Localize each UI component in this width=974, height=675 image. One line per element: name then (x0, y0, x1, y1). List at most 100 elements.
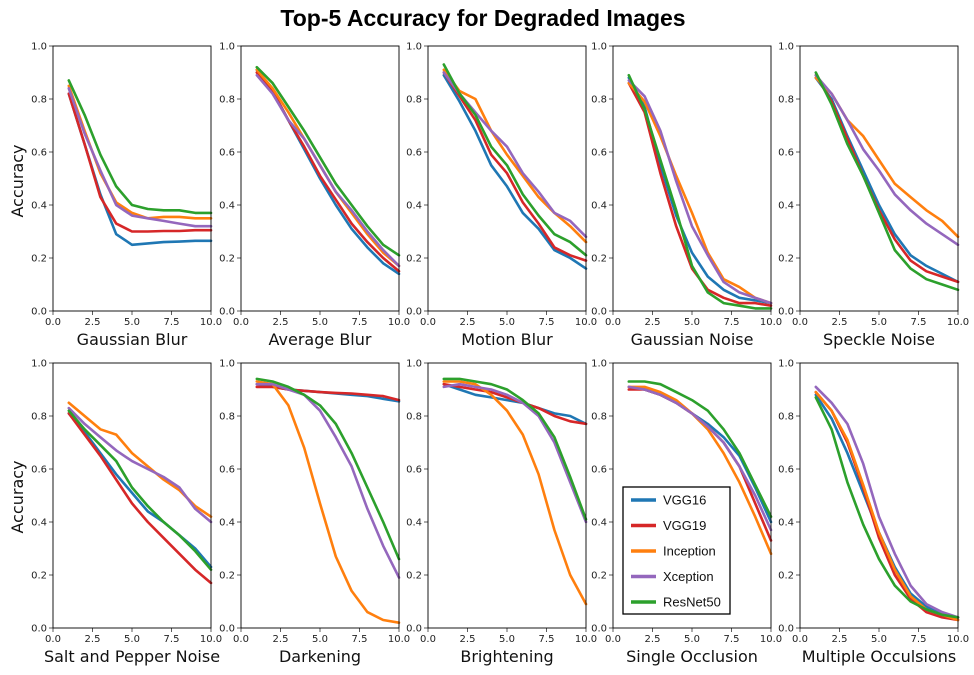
legend-label-xception: Xception (663, 569, 714, 584)
y-tick-label: 0.4 (31, 201, 47, 212)
series-line-xception (627, 385, 773, 532)
y-tick-label: 0.0 (778, 624, 794, 635)
subplot-frame (427, 362, 587, 629)
y-tick-label: 0.8 (406, 95, 422, 106)
x-axis-label: Multiple Occulsions (802, 647, 956, 666)
x-tick-label: 5.0 (684, 634, 700, 645)
x-tick-label: 2.5 (85, 634, 101, 645)
subplot-frame (612, 362, 772, 629)
subplot-10: 0.0 2.5 5.0 7.5 10.0 0.0 0.2 0.4 0.6 0.8 1.0 Multip… (778, 359, 969, 667)
x-tick-label: 2.5 (273, 317, 289, 328)
series-line-resnet50 (627, 73, 773, 310)
x-tick-label: 10.0 (947, 634, 969, 645)
y-tick-label: 0.8 (219, 412, 235, 423)
y-tick-label: 0.2 (219, 571, 235, 582)
y-tick-label: 1.0 (219, 359, 235, 370)
y-tick-label: 0.2 (31, 254, 47, 265)
y-tick-label: 0.4 (31, 518, 47, 529)
x-tick-label: 7.5 (539, 634, 555, 645)
x-axis-label: Darkening (279, 647, 361, 666)
y-tick-label: 0.8 (219, 95, 235, 106)
series-line-xception (814, 73, 960, 247)
y-axis-label-top: Accuracy (8, 144, 27, 217)
y-tick-label: 1.0 (406, 42, 422, 53)
legend-label-vgg16: VGG16 (663, 493, 706, 508)
series-line-vgg19 (814, 73, 960, 284)
legend-label-vgg19: VGG19 (663, 518, 706, 533)
y-tick-label: 0.0 (406, 307, 422, 318)
series-line-inception (814, 390, 960, 622)
series-line-inception (442, 380, 588, 606)
series-line-xception (442, 71, 588, 239)
series-line-resnet50 (255, 65, 401, 257)
y-tick-label: 0.8 (778, 95, 794, 106)
x-tick-label: 7.5 (539, 317, 555, 328)
subplot-2: 0.0 2.5 5.0 7.5 10.0 0.0 0.2 0.4 0.6 0.8 1.0 Averag… (219, 42, 410, 350)
subplot-frame (799, 45, 959, 312)
x-tick-label: 0.0 (233, 317, 249, 328)
subplot-frame (612, 45, 772, 312)
series-line-resnet50 (67, 409, 213, 572)
x-tick-label: 7.5 (352, 317, 368, 328)
x-tick-label: 0.0 (792, 317, 808, 328)
x-tick-label: 5.0 (499, 634, 515, 645)
series-line-inception (67, 84, 213, 220)
series-line-resnet50 (67, 79, 213, 215)
y-tick-label: 0.2 (591, 571, 607, 582)
y-tick-label: 1.0 (778, 42, 794, 53)
x-tick-label: 7.5 (164, 634, 180, 645)
x-tick-label: 10.0 (388, 317, 410, 328)
x-tick-label: 7.5 (911, 634, 927, 645)
subplot-5: 0.0 2.5 5.0 7.5 10.0 0.0 0.2 0.4 0.6 0.8 1.0 Speckl… (778, 42, 969, 350)
series-line-resnet50 (814, 396, 960, 619)
subplot-frame (427, 45, 587, 312)
x-tick-label: 0.0 (792, 634, 808, 645)
x-tick-label: 10.0 (200, 634, 222, 645)
y-tick-label: 1.0 (591, 359, 607, 370)
y-tick-label: 0.2 (778, 254, 794, 265)
y-tick-label: 0.4 (591, 518, 607, 529)
series-line-xception (627, 79, 773, 305)
x-tick-label: 5.0 (124, 317, 140, 328)
x-tick-label: 5.0 (871, 317, 887, 328)
x-tick-label: 2.5 (832, 317, 848, 328)
x-tick-label: 2.5 (460, 634, 476, 645)
x-tick-label: 0.0 (420, 634, 436, 645)
y-tick-label: 0.8 (31, 95, 47, 106)
series-line-vgg19 (442, 71, 588, 262)
y-tick-label: 0.0 (406, 624, 422, 635)
x-tick-label: 2.5 (460, 317, 476, 328)
subplot-4: 0.0 2.5 5.0 7.5 10.0 0.0 0.2 0.4 0.6 0.8 1.0 Gaussi… (591, 42, 782, 350)
y-tick-label: 0.6 (219, 148, 235, 159)
y-tick-label: 0.6 (591, 465, 607, 476)
x-tick-label: 5.0 (312, 634, 328, 645)
x-tick-label: 7.5 (352, 634, 368, 645)
y-tick-label: 0.4 (591, 201, 607, 212)
x-tick-label: 2.5 (832, 634, 848, 645)
series-line-xception (67, 406, 213, 524)
legend: VGG16 VGG19 Inception Xception ResNet50 (622, 486, 731, 615)
y-tick-label: 0.2 (219, 254, 235, 265)
legend-label-inception: Inception (663, 544, 716, 559)
x-axis-label: Brightening (460, 647, 553, 666)
y-tick-label: 0.0 (31, 624, 47, 635)
chart-title: Top-5 Accuracy for Degraded Images (280, 5, 685, 31)
y-tick-label: 0.4 (778, 201, 794, 212)
x-tick-label: 5.0 (684, 317, 700, 328)
subplot-9: 0.0 2.5 5.0 7.5 10.0 0.0 0.2 0.4 0.6 0.8 1.0 Single… (591, 359, 782, 667)
y-tick-label: 0.2 (778, 571, 794, 582)
y-tick-label: 0.2 (31, 571, 47, 582)
x-tick-label: 5.0 (124, 634, 140, 645)
x-tick-label: 2.5 (85, 317, 101, 328)
subplot-1: 0.0 2.5 5.0 7.5 10.0 0.0 0.2 0.4 0.6 0.8 1.0 Gaussi… (31, 42, 222, 350)
x-tick-label: 0.0 (605, 317, 621, 328)
x-tick-label: 0.0 (605, 634, 621, 645)
y-tick-label: 1.0 (219, 42, 235, 53)
x-tick-label: 10.0 (388, 634, 410, 645)
subplot-frame (240, 362, 400, 629)
y-tick-label: 1.0 (31, 42, 47, 53)
series-line-inception (442, 68, 588, 244)
series-line-resnet50 (442, 377, 588, 521)
x-tick-label: 7.5 (724, 634, 740, 645)
